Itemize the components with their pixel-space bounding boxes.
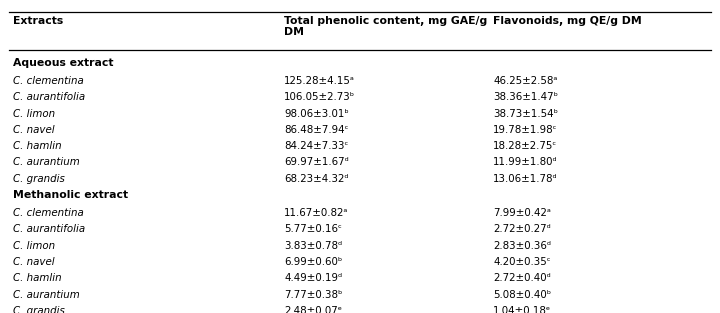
Text: C. navel: C. navel [13,125,55,135]
Text: C. clementina: C. clementina [13,76,84,86]
Text: 46.25±2.58ᵃ: 46.25±2.58ᵃ [493,76,557,86]
Text: 5.08±0.40ᵇ: 5.08±0.40ᵇ [493,290,552,300]
Text: C. hamlin: C. hamlin [13,273,62,283]
Text: C. grandis: C. grandis [13,174,65,184]
Text: 7.99±0.42ᵃ: 7.99±0.42ᵃ [493,208,551,218]
Text: 4.20±0.35ᶜ: 4.20±0.35ᶜ [493,257,551,267]
Text: 98.06±3.01ᵇ: 98.06±3.01ᵇ [284,109,349,119]
Text: Total phenolic content, mg GAE/g
DM: Total phenolic content, mg GAE/g DM [284,16,487,37]
Text: 2.72±0.40ᵈ: 2.72±0.40ᵈ [493,273,551,283]
Text: C. limon: C. limon [13,109,55,119]
Text: 38.73±1.54ᵇ: 38.73±1.54ᵇ [493,109,558,119]
Text: 7.77±0.38ᵇ: 7.77±0.38ᵇ [284,290,343,300]
Text: 2.72±0.27ᵈ: 2.72±0.27ᵈ [493,224,551,234]
Text: C. aurantifolia: C. aurantifolia [13,224,85,234]
Text: C. limon: C. limon [13,241,55,251]
Text: Aqueous extract: Aqueous extract [13,58,114,68]
Text: Extracts: Extracts [13,16,63,26]
Text: 1.04±0.18ᵉ: 1.04±0.18ᵉ [493,306,552,313]
Text: 68.23±4.32ᵈ: 68.23±4.32ᵈ [284,174,349,184]
Text: 125.28±4.15ᵃ: 125.28±4.15ᵃ [284,76,355,86]
Text: 5.77±0.16ᶜ: 5.77±0.16ᶜ [284,224,342,234]
Text: 3.83±0.78ᵈ: 3.83±0.78ᵈ [284,241,343,251]
Text: 69.97±1.67ᵈ: 69.97±1.67ᵈ [284,157,349,167]
Text: C. clementina: C. clementina [13,208,84,218]
Text: 11.67±0.82ᵃ: 11.67±0.82ᵃ [284,208,348,218]
Text: C. aurantium: C. aurantium [13,290,80,300]
Text: C. hamlin: C. hamlin [13,141,62,151]
Text: 11.99±1.80ᵈ: 11.99±1.80ᵈ [493,157,558,167]
Text: C. navel: C. navel [13,257,55,267]
Text: 38.36±1.47ᵇ: 38.36±1.47ᵇ [493,92,558,102]
Text: C. aurantium: C. aurantium [13,157,80,167]
Text: C. grandis: C. grandis [13,306,65,313]
Text: 19.78±1.98ᶜ: 19.78±1.98ᶜ [493,125,558,135]
Text: 106.05±2.73ᵇ: 106.05±2.73ᵇ [284,92,356,102]
Text: 86.48±7.94ᶜ: 86.48±7.94ᶜ [284,125,349,135]
Text: 6.99±0.60ᵇ: 6.99±0.60ᵇ [284,257,343,267]
Text: C. aurantifolia: C. aurantifolia [13,92,85,102]
Text: 84.24±7.33ᶜ: 84.24±7.33ᶜ [284,141,348,151]
Text: 13.06±1.78ᵈ: 13.06±1.78ᵈ [493,174,558,184]
Text: 4.49±0.19ᵈ: 4.49±0.19ᵈ [284,273,343,283]
Text: 18.28±2.75ᶜ: 18.28±2.75ᶜ [493,141,557,151]
Text: Flavonoids, mg QE/g DM: Flavonoids, mg QE/g DM [493,16,642,26]
Text: 2.83±0.36ᵈ: 2.83±0.36ᵈ [493,241,552,251]
Text: Methanolic extract: Methanolic extract [13,190,128,200]
Text: 2.48±0.07ᵉ: 2.48±0.07ᵉ [284,306,343,313]
